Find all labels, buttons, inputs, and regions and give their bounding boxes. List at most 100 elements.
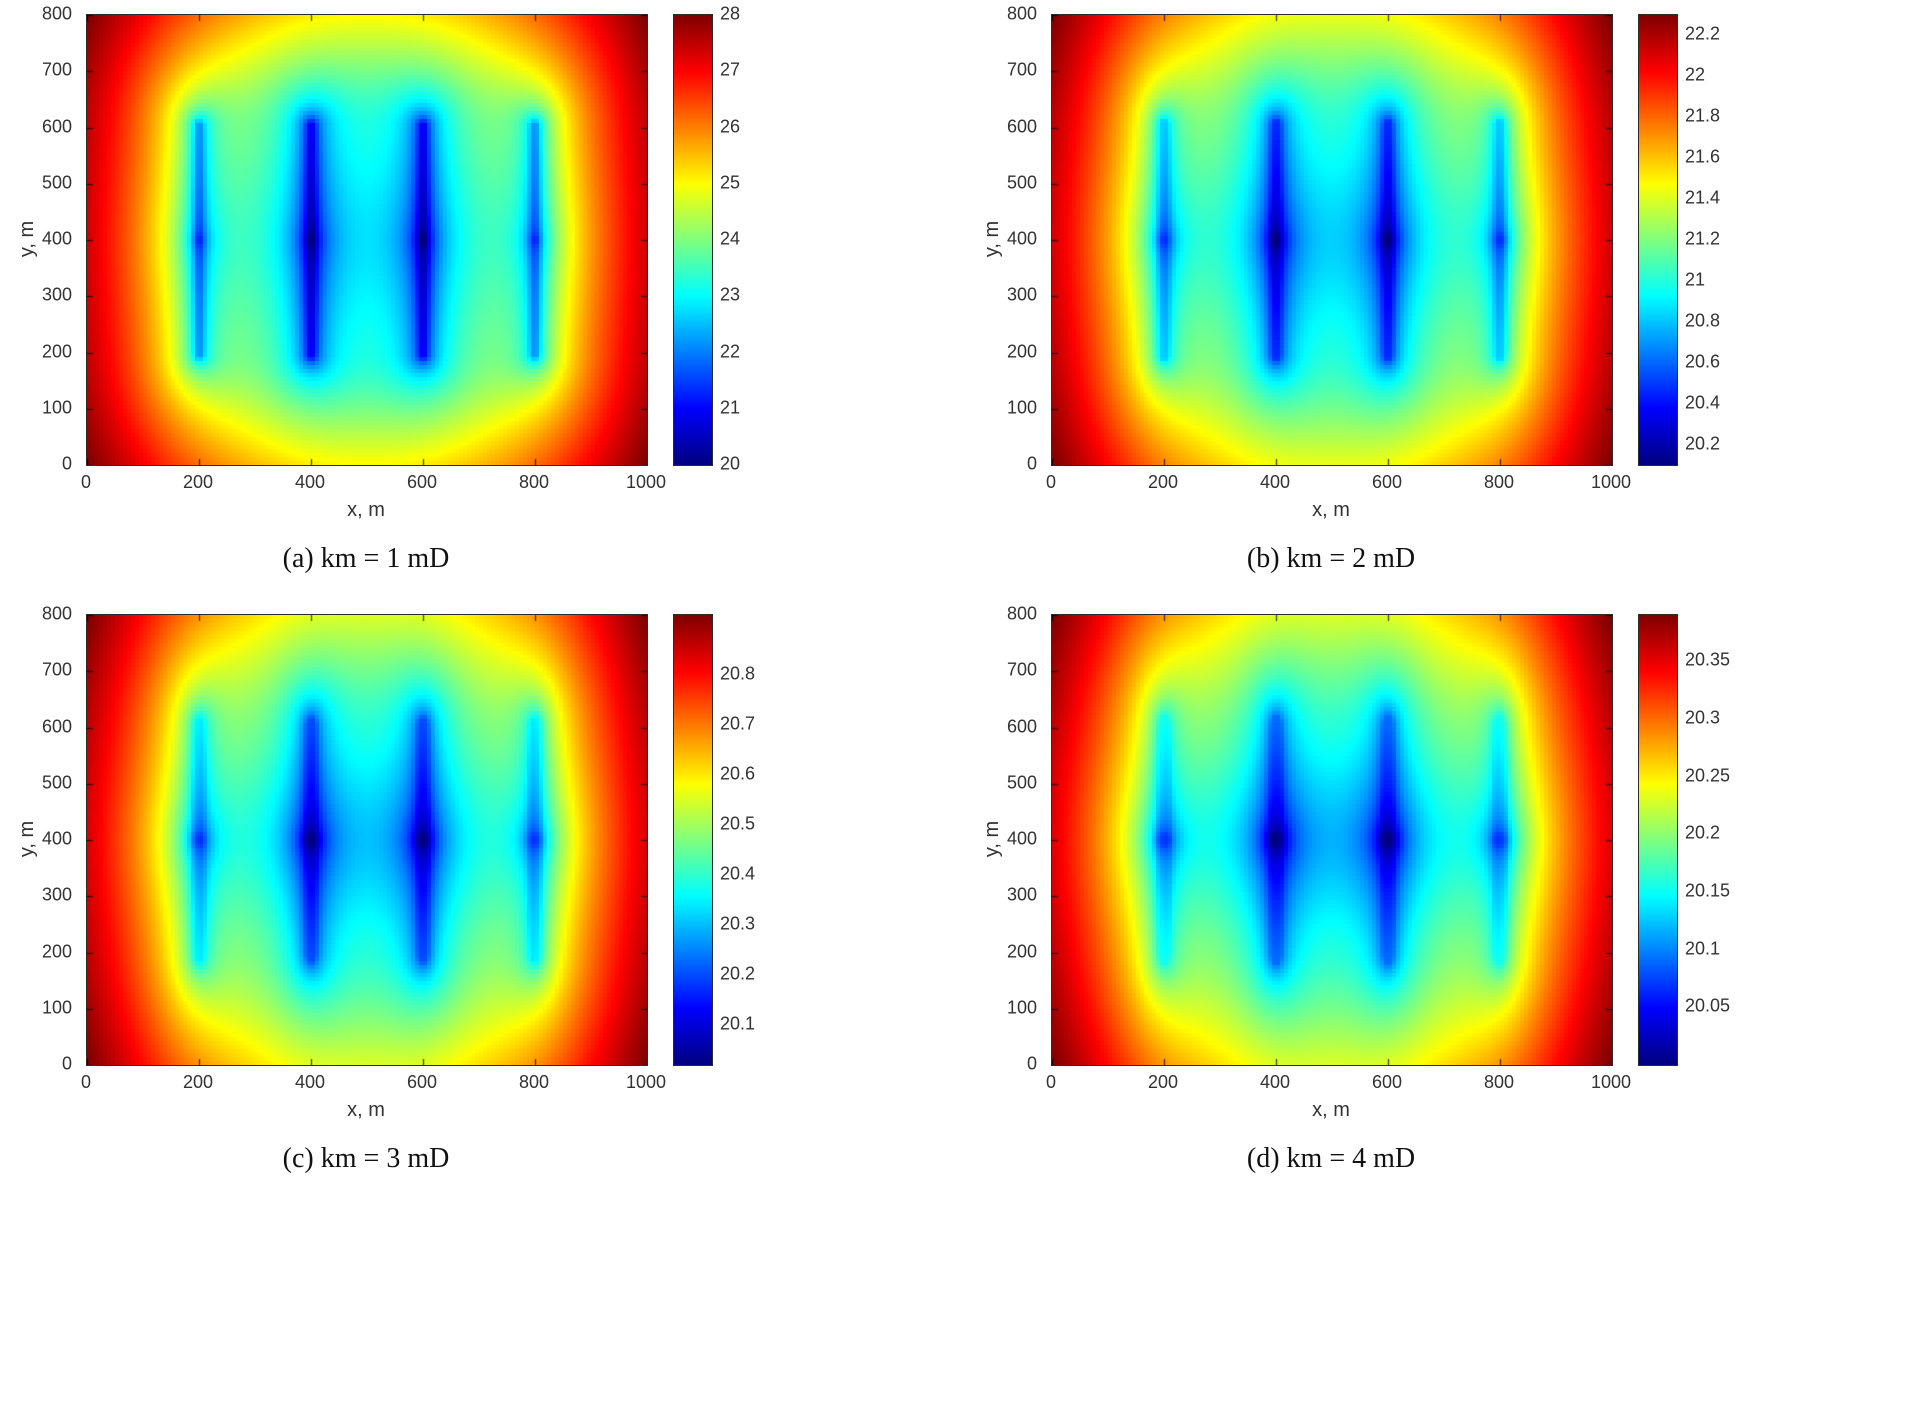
heatmap-canvas bbox=[86, 14, 648, 466]
colorbar-tick-label: 20.4 bbox=[720, 863, 756, 884]
x-tick-label: 800 bbox=[1483, 472, 1515, 492]
colorbar-tick-label: 20.4 bbox=[1685, 392, 1721, 413]
y-tick-label: 500 bbox=[1006, 172, 1037, 193]
y-tick-label: 400 bbox=[1006, 828, 1037, 849]
x-axis-ticks: 0 200 400 600 800 1000 bbox=[81, 472, 666, 494]
colorbar-ticks: 20.2 20.4 20.6 20.8 21 21.2 21.4 21.6 21.8 22 22.2 bbox=[1685, 14, 1775, 464]
colorbar-canvas bbox=[673, 614, 713, 1066]
colorbar-tick-label: 21.8 bbox=[1685, 105, 1721, 126]
figure-grid: y, m 0 100 200 300 400 500 600 700 800 0 200 400 60… bbox=[0, 0, 1930, 1175]
y-tick-label: 600 bbox=[1006, 716, 1037, 736]
x-tick-label: 600 bbox=[1371, 1072, 1403, 1092]
y-tick-label: 500 bbox=[41, 772, 72, 793]
y-tick-label: 100 bbox=[41, 397, 72, 418]
colorbar-tick-label: 20.15 bbox=[1685, 880, 1731, 901]
y-tick-label: 500 bbox=[1006, 772, 1037, 793]
y-tick-label: 200 bbox=[41, 941, 72, 961]
colorbar-tick-label: 20.1 bbox=[1685, 938, 1721, 959]
colorbar-tick-label: 21.6 bbox=[1685, 146, 1721, 167]
y-tick-label: 800 bbox=[1006, 603, 1037, 624]
x-tick-label: 1000 bbox=[625, 472, 667, 492]
colorbar-ticks: 20.05 20.1 20.15 20.2 20.25 20.3 20.35 bbox=[1685, 614, 1775, 1064]
colorbar-tick-label: 20.2 bbox=[1685, 433, 1721, 454]
y-tick-label: 800 bbox=[41, 3, 72, 24]
y-tick-label: 700 bbox=[1006, 659, 1037, 680]
x-tick-label: 0 bbox=[1045, 1072, 1057, 1092]
x-tick-label: 400 bbox=[294, 472, 326, 492]
y-tick-label: 0 bbox=[1026, 453, 1037, 474]
colorbar-tick-label: 20.3 bbox=[1685, 707, 1721, 728]
colorbar-tick-label: 21 bbox=[1685, 269, 1706, 290]
y-tick-label: 200 bbox=[1006, 941, 1037, 961]
y-tick-label: 300 bbox=[41, 284, 72, 305]
y-axis-ticks: 0 100 200 300 400 500 600 700 800 bbox=[965, 604, 1043, 1074]
x-tick-label: 200 bbox=[1147, 1072, 1179, 1092]
colorbar-tick-label: 28 bbox=[720, 3, 741, 24]
x-tick-label: 600 bbox=[1371, 472, 1403, 492]
colorbar-ticks: 20 21 22 23 24 25 26 27 28 bbox=[720, 4, 810, 474]
y-tick-label: 300 bbox=[1006, 284, 1037, 305]
y-tick-label: 800 bbox=[1006, 3, 1037, 24]
colorbar-ticks: 20.1 20.2 20.3 20.4 20.5 20.6 20.7 20.8 bbox=[720, 614, 810, 1064]
x-tick-label: 0 bbox=[80, 1072, 92, 1092]
y-tick-label: 0 bbox=[61, 1053, 72, 1074]
x-tick-label: 200 bbox=[182, 1072, 214, 1092]
colorbar-tick-label: 20.6 bbox=[1685, 351, 1721, 372]
x-tick-label: 400 bbox=[1259, 1072, 1291, 1092]
x-axis-ticks: 0 200 400 600 800 1000 bbox=[1046, 1072, 1631, 1094]
heatmap-panel: y, m 0 100 200 300 400 500 600 700 800 0 200 400 60… bbox=[0, 0, 965, 600]
x-axis-label: x, m bbox=[1312, 499, 1350, 521]
x-tick-label: 0 bbox=[80, 472, 92, 492]
colorbar-tick-label: 25 bbox=[720, 172, 741, 193]
colorbar-canvas bbox=[673, 14, 713, 466]
y-tick-label: 100 bbox=[41, 997, 72, 1018]
colorbar-tick-label: 20 bbox=[720, 453, 741, 474]
colorbar-tick-label: 20.5 bbox=[720, 813, 756, 834]
y-tick-label: 700 bbox=[41, 59, 72, 80]
x-tick-label: 0 bbox=[1045, 472, 1057, 492]
heatmap-canvas bbox=[1051, 614, 1613, 1066]
x-tick-label: 400 bbox=[1259, 472, 1291, 492]
colorbar-tick-label: 20.25 bbox=[1685, 765, 1731, 786]
x-axis-ticks: 0 200 400 600 800 1000 bbox=[81, 1072, 666, 1094]
colorbar-tick-label: 21 bbox=[720, 397, 741, 418]
colorbar-tick-label: 20.3 bbox=[720, 913, 756, 934]
colorbar-tick-label: 22.2 bbox=[1685, 23, 1721, 44]
colorbar-tick-label: 20.8 bbox=[720, 663, 756, 684]
colorbar-tick-label: 20.2 bbox=[720, 963, 756, 984]
colorbar-tick-label: 22 bbox=[1685, 64, 1706, 85]
x-tick-label: 200 bbox=[182, 472, 214, 492]
y-tick-label: 400 bbox=[1006, 228, 1037, 249]
y-tick-label: 400 bbox=[41, 228, 72, 249]
colorbar-canvas bbox=[1638, 614, 1678, 1066]
colorbar-tick-label: 23 bbox=[720, 284, 741, 305]
x-axis-label: x, m bbox=[347, 499, 385, 521]
x-axis-label: x, m bbox=[347, 1099, 385, 1121]
colorbar-tick-label: 21.4 bbox=[1685, 187, 1721, 208]
panel-caption: (b) km = 2 mD bbox=[1246, 543, 1416, 574]
colorbar-tick-label: 20.6 bbox=[720, 763, 756, 784]
x-axis-label: x, m bbox=[1312, 1099, 1350, 1121]
x-tick-label: 800 bbox=[1483, 1072, 1515, 1092]
y-axis-ticks: 0 100 200 300 400 500 600 700 800 bbox=[965, 4, 1043, 474]
y-axis-ticks: 0 100 200 300 400 500 600 700 800 bbox=[0, 4, 78, 474]
colorbar-tick-label: 20.05 bbox=[1685, 995, 1731, 1016]
y-tick-label: 300 bbox=[1006, 884, 1037, 905]
y-tick-label: 200 bbox=[1006, 341, 1037, 361]
y-tick-label: 200 bbox=[41, 341, 72, 361]
x-tick-label: 600 bbox=[406, 472, 438, 492]
colorbar-tick-label: 20.35 bbox=[1685, 649, 1731, 670]
colorbar-tick-label: 26 bbox=[720, 116, 741, 136]
heatmap-panel: y, m 0 100 200 300 400 500 600 700 800 0 200 400 60… bbox=[965, 0, 1930, 600]
y-tick-label: 0 bbox=[61, 453, 72, 474]
panel-caption: (d) km = 4 mD bbox=[1246, 1143, 1416, 1174]
y-tick-label: 100 bbox=[1006, 397, 1037, 418]
y-tick-label: 0 bbox=[1026, 1053, 1037, 1074]
colorbar-tick-label: 20.1 bbox=[720, 1013, 756, 1034]
y-tick-label: 700 bbox=[41, 659, 72, 680]
x-tick-label: 1000 bbox=[625, 1072, 667, 1092]
panel-caption: (c) km = 3 mD bbox=[282, 1143, 450, 1174]
colorbar-tick-label: 27 bbox=[720, 59, 741, 80]
x-tick-label: 200 bbox=[1147, 472, 1179, 492]
y-tick-label: 600 bbox=[1006, 116, 1037, 136]
